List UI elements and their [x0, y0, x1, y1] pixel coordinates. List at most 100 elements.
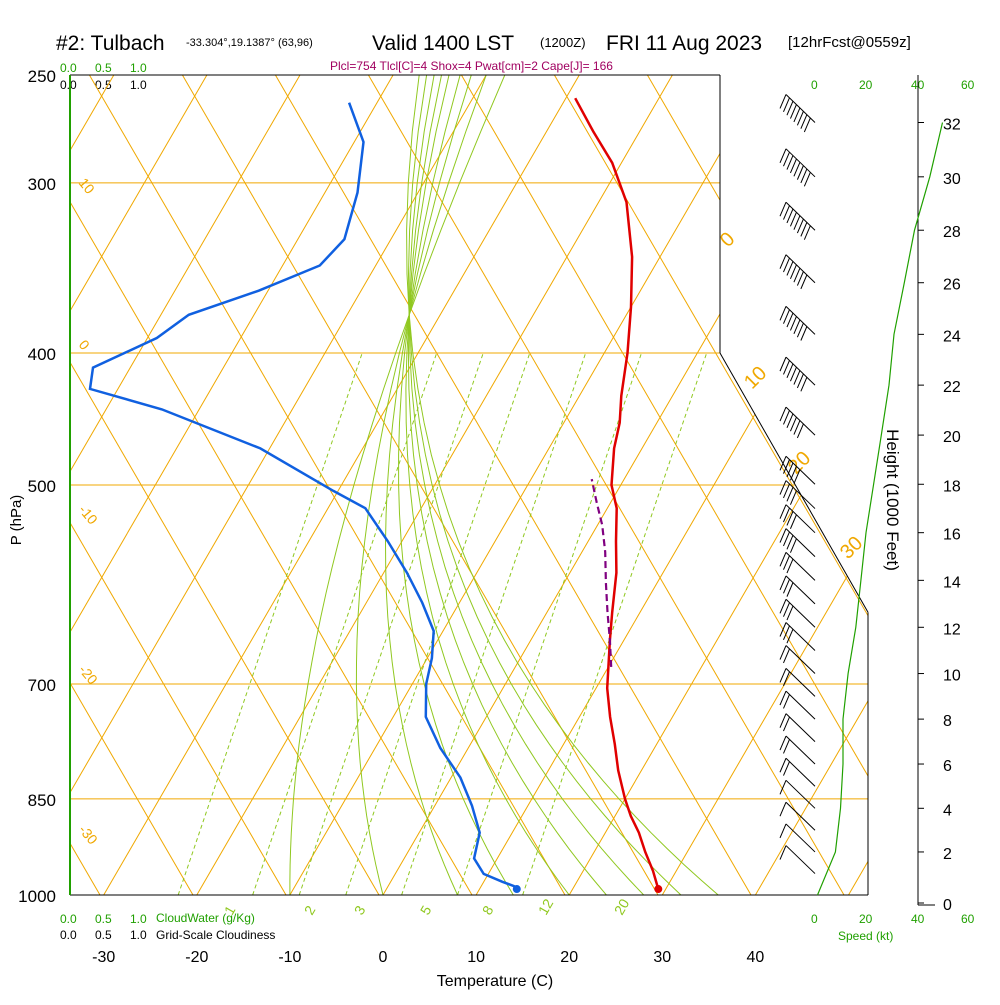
- height-tick-label: 28: [943, 224, 961, 241]
- isotherm-label-right: 0: [716, 228, 739, 251]
- wind-barb-flag: [804, 172, 810, 186]
- cl-bot-0: 0.0: [60, 928, 77, 942]
- height-tick-label: 20: [943, 429, 961, 446]
- temperature-tick-label: -20: [185, 949, 208, 966]
- cw-bot-1: 0.5: [95, 912, 112, 926]
- temperature-tick-label: 20: [560, 949, 578, 966]
- wind-barb-flag: [780, 552, 786, 566]
- wind-barb-flag: [801, 275, 807, 289]
- wind-barb-flag: [783, 694, 789, 708]
- wind-barb-flag: [787, 313, 793, 327]
- wind-barb-flag: [801, 169, 807, 183]
- height-tick-label: 18: [943, 478, 961, 495]
- wind-barb-flag: [790, 515, 796, 529]
- mixing-ratio-line: [346, 353, 530, 895]
- cw-top-2: 1.0: [130, 61, 147, 75]
- wind-barb-staff: [786, 802, 815, 830]
- isotherm-label-left: -10: [76, 502, 101, 528]
- cloud-scale-bottom: 0.0 0.5 1.0 CloudWater (g/Kg) 0.0 0.5 1.…: [60, 911, 275, 942]
- wind-barb-flag: [787, 487, 793, 501]
- pressure-axis-title: P (hPa): [8, 495, 25, 546]
- valid-time: Valid 1400 LST: [372, 32, 514, 55]
- wind-barb-staff: [786, 758, 815, 786]
- station-coords: -33.304°,19.1387° (63,96): [186, 37, 313, 49]
- isotherm-label-left: 0: [76, 337, 93, 353]
- wind-barb-flag: [780, 149, 786, 163]
- wind-barb-flag: [783, 360, 789, 374]
- wind-barb-flag: [794, 162, 800, 176]
- height-tick-label: 16: [943, 527, 961, 544]
- mixing-ratio-label: 2: [301, 903, 319, 918]
- wind-barb: [780, 94, 815, 132]
- wind-barb-flag: [783, 579, 789, 593]
- isotherm-label-left: -30: [76, 822, 101, 848]
- mixing-ratio-line: [457, 353, 641, 895]
- wind-barb-flag: [797, 323, 803, 337]
- wind-barb: [780, 306, 815, 340]
- wind-barb-flag: [787, 559, 793, 573]
- pressure-tick-label: 300: [28, 175, 56, 194]
- wind-barb-flag: [794, 371, 800, 385]
- height-tick-label: 32: [943, 116, 961, 133]
- wind-barb-flag: [783, 556, 789, 570]
- wind-barb-flag: [790, 491, 796, 505]
- wind-barb-flag: [801, 377, 807, 391]
- wind-barb-flag: [783, 626, 789, 640]
- wind-barb-flag: [794, 421, 800, 435]
- wind-barb-flag: [801, 327, 807, 341]
- isotherm-label-right: 30: [836, 532, 867, 563]
- wind-barb-flag: [780, 668, 786, 682]
- wind-barb-flag: [787, 261, 793, 275]
- wind-barb-flag: [783, 603, 789, 617]
- cloudiness-label: Grid-Scale Cloudiness: [156, 928, 275, 942]
- wind-barb-staff: [786, 714, 815, 742]
- wind-barb-flag: [780, 576, 786, 590]
- zulu-time: (1200Z): [540, 35, 586, 50]
- mixing-ratio-label: 5: [417, 903, 435, 918]
- wind-barb-staff: [786, 646, 815, 674]
- wind-barb-flag: [783, 410, 789, 424]
- mixing-ratio-label: 3: [351, 903, 369, 918]
- wind-barb: [780, 552, 815, 580]
- wind-barb-flag: [804, 226, 810, 240]
- wind-barb-flag: [780, 306, 786, 320]
- wind-barb-flag: [780, 736, 786, 750]
- wind-barb: [780, 505, 815, 533]
- wind-barb-flag: [787, 156, 793, 170]
- wind-barb-flag: [783, 258, 789, 272]
- profile-temperature: [575, 98, 658, 889]
- wind-barb-flag: [780, 824, 786, 838]
- temperature-tick-label: 10: [467, 949, 485, 966]
- wind-barb-flag: [783, 206, 789, 220]
- height-axis-title: Height (1000 Feet): [883, 429, 902, 571]
- wind-barb-flag: [780, 802, 786, 816]
- mixing-ratio-label: 12: [535, 896, 557, 918]
- wind-barb-flag: [790, 265, 796, 279]
- forecast-label: [12hrFcst@0559z]: [788, 34, 911, 51]
- wind-barb-flag: [783, 739, 789, 753]
- surface-temperature-point: [654, 885, 662, 893]
- wind-barb-flag: [787, 414, 793, 428]
- speed-bot-1: 20: [859, 912, 873, 926]
- height-tick-label: 2: [943, 846, 952, 863]
- cw-top-1: 0.5: [95, 61, 112, 75]
- wind-barb-flag: [790, 367, 796, 381]
- wind-barb-flag: [780, 758, 786, 772]
- wind-barb-staff: [786, 846, 815, 874]
- pressure-tick-label: 250: [28, 67, 56, 86]
- chart-marks: [90, 94, 943, 895]
- wind-barb-flag: [780, 505, 786, 519]
- station-title: #2: Tulbach: [56, 32, 165, 55]
- wind-speed-curve: [818, 123, 943, 896]
- wind-barb-flag: [794, 320, 800, 334]
- wind-barb-staff: [786, 736, 815, 764]
- wind-barb-flag: [780, 202, 786, 216]
- adiabat-line: [926, 75, 1000, 895]
- cl-top-2: 1.0: [130, 78, 147, 92]
- wind-barb-flag: [801, 115, 807, 129]
- wind-barb-flag: [794, 108, 800, 122]
- speed-label: Speed (kt): [838, 929, 893, 943]
- wind-barb-flag: [787, 101, 793, 115]
